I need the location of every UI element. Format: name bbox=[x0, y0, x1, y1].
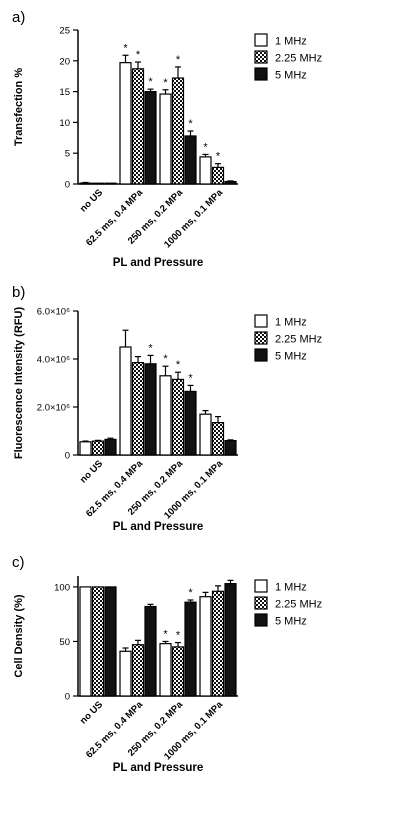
bar bbox=[211, 166, 225, 185]
bar bbox=[199, 413, 212, 456]
y-axis-title: Cell Density (%) bbox=[13, 594, 25, 677]
bar bbox=[91, 440, 105, 456]
significance-star: * bbox=[148, 342, 153, 354]
legend-label: 2.25 MHz bbox=[275, 599, 322, 611]
y-tick-label: 100 bbox=[54, 582, 70, 593]
legend-swatch bbox=[254, 579, 268, 593]
bar bbox=[159, 93, 172, 185]
bar bbox=[184, 135, 197, 185]
y-tick-label: 20 bbox=[59, 56, 70, 67]
bar bbox=[79, 182, 92, 185]
y-tick-label: 4.0×10⁶ bbox=[37, 355, 70, 366]
bar bbox=[224, 180, 237, 185]
bar bbox=[184, 390, 197, 456]
legend-label: 2.25 MHz bbox=[275, 53, 322, 65]
bar bbox=[144, 90, 157, 185]
y-axis-title: Fluorescence Intensity (RFU) bbox=[13, 307, 25, 460]
bar bbox=[79, 441, 92, 456]
y-tick-label: 50 bbox=[59, 637, 70, 648]
y-tick-label: 0 bbox=[65, 180, 70, 191]
bar bbox=[159, 643, 172, 697]
x-axis-title: PL and Pressure bbox=[113, 521, 204, 533]
legend-label: 1 MHz bbox=[275, 582, 307, 594]
legend-label: 5 MHz bbox=[275, 616, 307, 628]
bar bbox=[144, 605, 157, 697]
significance-star: * bbox=[188, 372, 193, 384]
y-tick-label: 0 bbox=[65, 692, 70, 703]
significance-star: * bbox=[123, 42, 128, 54]
y-tick-label: 15 bbox=[59, 87, 70, 98]
bar bbox=[199, 156, 212, 185]
y-tick-label: 10 bbox=[59, 118, 70, 129]
y-tick-label: 6.0×10⁶ bbox=[37, 307, 70, 318]
bar bbox=[171, 77, 185, 185]
significance-star: * bbox=[163, 628, 168, 640]
significance-star: * bbox=[163, 77, 168, 89]
significance-star: * bbox=[136, 49, 141, 61]
bar bbox=[199, 596, 212, 697]
y-tick-label: 25 bbox=[59, 26, 70, 37]
significance-star: * bbox=[176, 630, 181, 642]
y-axis-title: Transfection % bbox=[13, 68, 25, 146]
legend-swatch bbox=[254, 67, 268, 81]
significance-star: * bbox=[188, 118, 193, 130]
legend-swatch bbox=[254, 50, 268, 64]
bar bbox=[171, 378, 185, 456]
legend-label: 1 MHz bbox=[275, 317, 307, 329]
significance-star: * bbox=[148, 76, 153, 88]
legend-swatch bbox=[254, 613, 268, 627]
bar bbox=[224, 583, 237, 697]
legend-label: 1 MHz bbox=[275, 36, 307, 48]
y-tick-label: 5 bbox=[65, 149, 70, 160]
x-axis-title: PL and Pressure bbox=[113, 762, 204, 774]
legend-label: 5 MHz bbox=[275, 70, 307, 82]
panel-label: b) bbox=[12, 284, 25, 301]
bar bbox=[104, 438, 117, 456]
bar bbox=[119, 346, 132, 456]
y-tick-label: 2.0×10⁶ bbox=[37, 403, 70, 414]
significance-star: * bbox=[163, 353, 168, 365]
bar bbox=[131, 362, 145, 456]
bar bbox=[211, 590, 225, 697]
chart-panel-2: b) 0 2.0×10⁶ 4.0×10⁶ 6.0×10⁶ Fluorescence Int… bbox=[12, 284, 322, 533]
bar bbox=[131, 68, 145, 185]
x-tick-label: no US bbox=[78, 699, 105, 726]
x-tick-label: no US bbox=[78, 458, 105, 485]
legend-swatch bbox=[254, 314, 268, 328]
y-tick-label: 0 bbox=[65, 451, 70, 462]
legend-label: 2.25 MHz bbox=[275, 334, 322, 346]
panel-label: a) bbox=[12, 9, 25, 26]
bar bbox=[211, 422, 225, 456]
bar bbox=[171, 646, 185, 697]
significance-star: * bbox=[176, 54, 181, 66]
bar bbox=[224, 440, 237, 456]
panel-label: c) bbox=[12, 554, 25, 571]
legend-swatch bbox=[254, 348, 268, 362]
legend-label: 5 MHz bbox=[275, 351, 307, 363]
legend-swatch bbox=[254, 331, 268, 345]
bar bbox=[119, 650, 132, 697]
significance-star: * bbox=[216, 151, 221, 163]
x-axis-title: PL and Pressure bbox=[113, 257, 204, 269]
significance-star: * bbox=[188, 587, 193, 599]
bar bbox=[144, 363, 157, 456]
significance-star: * bbox=[176, 359, 181, 371]
bar bbox=[91, 182, 105, 185]
bar bbox=[91, 586, 105, 697]
bar bbox=[184, 601, 197, 697]
bar bbox=[79, 586, 92, 697]
bar bbox=[104, 586, 117, 697]
significance-star: * bbox=[203, 141, 208, 153]
bar bbox=[104, 182, 117, 185]
legend-swatch bbox=[254, 33, 268, 47]
bar bbox=[131, 644, 145, 697]
bar bbox=[119, 62, 132, 185]
bar bbox=[159, 375, 172, 456]
x-tick-label: no US bbox=[78, 187, 105, 214]
legend-swatch bbox=[254, 596, 268, 610]
